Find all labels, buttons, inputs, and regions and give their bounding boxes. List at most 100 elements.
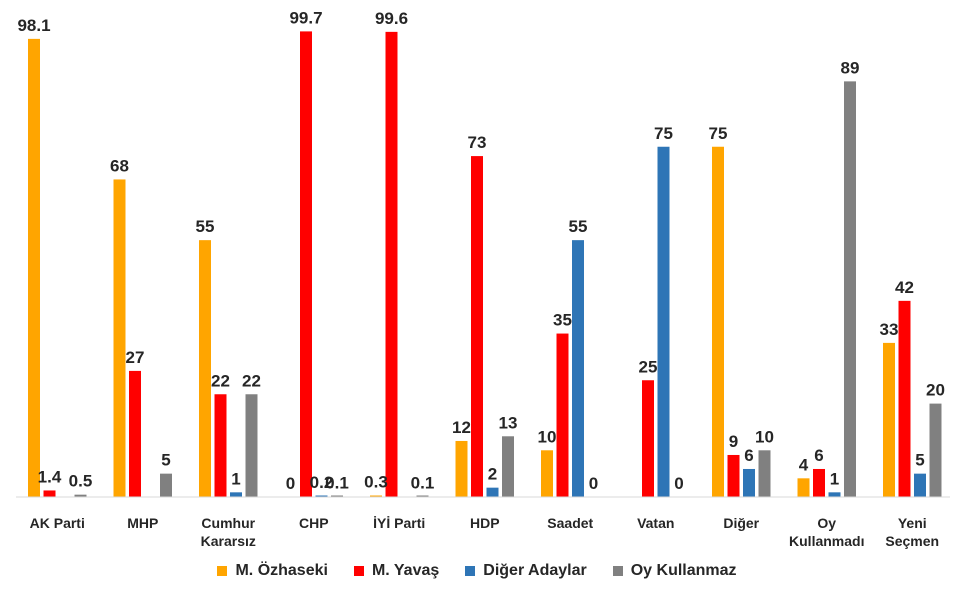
data-label-10-3: 20	[926, 381, 945, 400]
data-label-10-2: 5	[915, 451, 924, 470]
category-label-10: Yeni Seçmen	[885, 515, 939, 549]
data-label-6-0: 10	[538, 427, 557, 446]
data-label-5-3: 13	[499, 413, 518, 432]
category-label-3: CHP	[299, 515, 329, 531]
bar-6-1	[556, 333, 569, 497]
bar-8-1	[727, 454, 740, 497]
data-label-6-1: 35	[553, 311, 572, 330]
bar-4-1	[385, 31, 398, 497]
legend: M. Özhaseki M. Yavaş Diğer Adaylar Oy Kulla…	[0, 562, 954, 580]
category-label-6: Saadet	[547, 515, 593, 531]
data-label-10-1: 42	[895, 278, 914, 297]
data-label-8-2: 6	[744, 446, 753, 465]
bars-layer	[28, 31, 942, 498]
bar-1-0	[113, 179, 126, 497]
legend-item-3: Oy Kullanmaz	[612, 562, 737, 580]
legend-label-1: M. Yavaş	[371, 562, 440, 579]
bar-2-2	[230, 492, 242, 497]
bar-9-1	[813, 468, 825, 497]
bar-5-2	[486, 487, 499, 497]
category-label-0: AK Parti	[30, 515, 85, 531]
bar-0-0	[28, 38, 40, 498]
bar-1-3	[160, 473, 172, 497]
data-label-3-3: 0.1	[325, 474, 349, 493]
bar-5-3	[502, 436, 514, 497]
data-label-10-0: 33	[880, 320, 899, 339]
data-label-9-0: 4	[799, 455, 809, 474]
category-label-8: Diğer	[723, 515, 759, 531]
data-label-9-3: 89	[841, 58, 860, 77]
bar-4-3	[416, 495, 429, 497]
bar-7-1	[642, 380, 654, 497]
bar-1-1	[129, 370, 141, 497]
bar-5-0	[455, 440, 468, 497]
bar-4-0	[370, 495, 382, 497]
bar-10-1	[898, 300, 911, 497]
bar-3-2	[315, 495, 328, 497]
bar-3-1	[300, 31, 312, 497]
bar-8-3	[758, 450, 771, 497]
data-label-0-1: 1.4	[38, 467, 62, 486]
legend-swatch-2	[465, 566, 476, 576]
data-label-4-1: 99.6	[375, 9, 408, 28]
data-label-3-0: 0	[286, 474, 295, 493]
bar-3-3	[331, 495, 343, 497]
data-label-0-3: 0.5	[69, 472, 93, 491]
data-label-7-2: 75	[654, 124, 673, 143]
data-label-6-3: 0	[589, 474, 598, 493]
legend-item-0: M. Özhaseki	[217, 562, 328, 580]
legend-label-2: Diğer Adaylar	[483, 562, 587, 579]
category-label-2: Cumhur Kararsız	[201, 515, 256, 549]
legend-swatch-0	[217, 566, 228, 576]
data-label-8-0: 75	[709, 124, 728, 143]
data-label-0-0: 98.1	[17, 16, 50, 35]
category-label-4: İYİ Parti	[373, 515, 425, 531]
data-label-9-2: 1	[830, 469, 839, 488]
data-label-3-2: 0.2	[310, 473, 334, 492]
legend-label-0: M. Özhaseki	[235, 562, 328, 579]
bar-0-3	[74, 494, 87, 497]
category-label-1: MHP	[127, 515, 158, 531]
data-label-7-1: 25	[639, 357, 658, 376]
data-label-9-1: 6	[814, 446, 823, 465]
legend-swatch-1	[353, 566, 364, 576]
data-label-8-3: 10	[755, 427, 774, 446]
legend-item-1: M. Yavaş	[353, 562, 440, 580]
category-label-7: Vatan	[637, 515, 674, 531]
data-label-4-0: 0.3	[364, 473, 388, 492]
category-label-5: HDP	[470, 515, 500, 531]
bar-2-3	[245, 394, 258, 497]
data-label-1-0: 68	[110, 156, 129, 175]
bar-9-0	[797, 478, 810, 497]
legend-label-3: Oy Kullanmaz	[630, 562, 737, 579]
data-label-2-1: 22	[211, 371, 230, 390]
data-label-2-2: 1	[231, 469, 240, 488]
bar-7-2	[657, 146, 670, 497]
bar-0-1	[43, 490, 56, 497]
data-label-6-2: 55	[569, 217, 588, 236]
bar-10-2	[914, 473, 926, 497]
bar-6-2	[572, 240, 584, 497]
data-label-1-1: 27	[126, 348, 145, 367]
data-label-5-0: 12	[452, 418, 471, 437]
bar-8-0	[712, 146, 724, 497]
bar-10-0	[883, 342, 895, 497]
category-label-9: Oy Kullanmadı	[789, 515, 864, 549]
bar-6-0	[541, 450, 553, 497]
data-label-2-0: 55	[196, 217, 215, 236]
data-label-5-2: 2	[488, 465, 497, 484]
data-label-1-3: 5	[161, 451, 170, 470]
bar-9-3	[844, 81, 856, 498]
legend-swatch-3	[612, 566, 623, 576]
data-label-5-1: 73	[468, 133, 487, 152]
bar-8-2	[743, 468, 755, 497]
bar-10-3	[929, 403, 942, 497]
bar-5-1	[471, 156, 483, 497]
data-label-7-3: 0	[674, 474, 683, 493]
data-label-3-1: 99.7	[289, 8, 322, 27]
bar-9-2	[828, 492, 841, 497]
legend-item-2: Diğer Adaylar	[465, 562, 587, 580]
data-label-8-1: 9	[729, 432, 738, 451]
